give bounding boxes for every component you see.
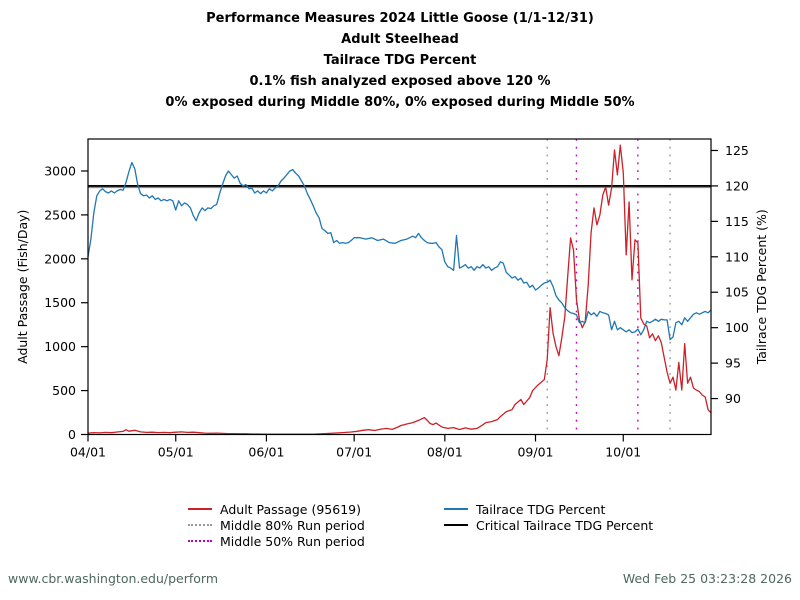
y-right-tick-label: 105 (725, 285, 749, 300)
x-tick-label: 08/01 (427, 445, 463, 460)
tailrace-tdg-series-line (87, 161, 712, 341)
y-left-tick-label: 1500 (44, 295, 76, 310)
chart-title-line-3: Tailrace TDG Percent (323, 53, 477, 68)
legend-dotted-gray-icon (188, 524, 212, 526)
y-right-tick-label: 90 (725, 391, 741, 406)
chart-title-line-5: 0% exposed during Middle 80%, 0% exposed… (165, 95, 635, 110)
x-tick-label: 07/01 (336, 445, 372, 460)
footer-timestamp: Wed Feb 25 03:23:28 2026 (622, 571, 792, 586)
x-tick-label: 04/01 (70, 445, 106, 460)
legend-dotted-magenta-icon (188, 540, 212, 542)
y-right-tick-label: 115 (725, 214, 749, 229)
chart-title-line-1: Performance Measures 2024 Little Goose (… (206, 11, 594, 26)
chart-area: 04/01 05/01 06/01 07/01 08/01 09/01 10/01 0 500 1… (15, 138, 769, 460)
y-left-axis-title: Adult Passage (Fish/Day) (15, 210, 30, 364)
y-left-tick-label: 500 (52, 383, 76, 398)
legend-label: Tailrace TDG Percent (476, 501, 606, 517)
y-right-axis-title: Tailrace TDG Percent (%) (754, 209, 769, 365)
legend-line-red-icon (188, 508, 212, 510)
legend-item-middle50: Middle 50% Run period (188, 533, 365, 549)
footer-url: www.cbr.washington.edu/perform (8, 571, 219, 586)
x-tick-label: 09/01 (517, 445, 553, 460)
legend-item-middle80: Middle 80% Run period (188, 517, 365, 533)
plot-border (87, 138, 712, 436)
chart-title-line-4: 0.1% fish analyzed exposed above 120 % (249, 74, 551, 89)
chart-title-line-2: Adult Steelhead (341, 32, 459, 47)
legend-line-black-icon (444, 524, 468, 526)
x-tick-label: 05/01 (158, 445, 194, 460)
legend-label: Middle 80% Run period (220, 517, 365, 533)
y-left-tick-label: 3000 (44, 163, 76, 178)
legend-label: Critical Tailrace TDG Percent (476, 517, 654, 533)
x-tick-label: 10/01 (605, 445, 641, 460)
y-right-tick-label: 100 (725, 320, 749, 335)
legend-item-adult-passage: Adult Passage (95619) (188, 501, 361, 517)
legend-label: Adult Passage (95619) (220, 501, 361, 517)
y-right-tick-label: 110 (725, 249, 749, 264)
y-left-tick-label: 2500 (44, 207, 76, 222)
y-right-tick-label: 120 (725, 178, 749, 193)
y-left-tick-label: 1000 (44, 339, 76, 354)
adult-passage-series-line (87, 144, 712, 435)
chart-title-block: Performance Measures 2024 Little Goose (… (0, 8, 800, 113)
legend-item-tailrace-tdg: Tailrace TDG Percent (444, 501, 605, 517)
legend-item-critical-tdg: Critical Tailrace TDG Percent (444, 517, 653, 533)
legend-line-blue-icon (444, 508, 468, 510)
y-left-tick-label: 2000 (44, 251, 76, 266)
y-right-tick-label: 95 (725, 356, 741, 371)
legend-label: Middle 50% Run period (220, 533, 365, 549)
x-tick-label: 06/01 (248, 445, 284, 460)
y-left-tick-label: 0 (68, 427, 76, 442)
y-right-tick-label: 125 (725, 143, 749, 158)
